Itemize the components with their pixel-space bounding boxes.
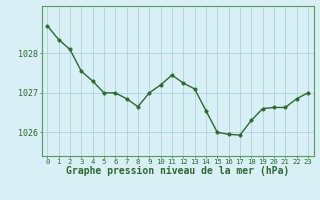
X-axis label: Graphe pression niveau de la mer (hPa): Graphe pression niveau de la mer (hPa) [66,166,289,176]
